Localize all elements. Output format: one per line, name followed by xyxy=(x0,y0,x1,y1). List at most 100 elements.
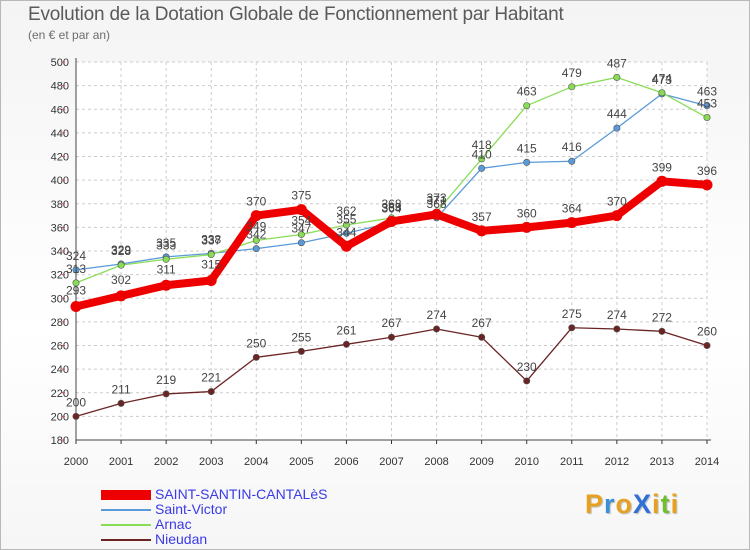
data-label: 293 xyxy=(66,284,86,298)
x-tick-label: 2009 xyxy=(469,456,493,468)
data-point xyxy=(340,240,352,252)
data-point xyxy=(521,221,533,233)
brand-letter: X xyxy=(633,489,653,519)
axes: 1802002202402602803003203403603804004204… xyxy=(51,57,720,468)
data-point xyxy=(433,325,441,333)
data-point xyxy=(703,114,711,122)
data-label: 355 xyxy=(336,212,356,226)
data-point xyxy=(252,236,260,244)
data-label: 200 xyxy=(66,395,86,409)
y-tick-label: 380 xyxy=(51,199,69,211)
data-label: 255 xyxy=(291,330,311,344)
data-point xyxy=(568,324,576,332)
data-label: 479 xyxy=(562,66,582,80)
brand-letter: r xyxy=(604,489,616,519)
data-point xyxy=(207,251,215,259)
data-label: 365 xyxy=(381,200,401,214)
data-label: 302 xyxy=(111,273,131,287)
data-label: 272 xyxy=(652,310,672,324)
data-label: 344 xyxy=(336,225,356,239)
data-label: 329 xyxy=(111,243,131,257)
data-label: 333 xyxy=(156,238,176,252)
data-label: 267 xyxy=(381,316,401,330)
data-label: 370 xyxy=(246,195,266,209)
y-tick-label: 200 xyxy=(51,411,69,423)
data-point xyxy=(252,353,260,361)
data-label: 357 xyxy=(472,210,492,224)
y-tick-label: 340 xyxy=(51,246,69,258)
legend-swatch xyxy=(101,538,151,541)
brand-letter: P xyxy=(585,489,605,519)
data-point xyxy=(72,412,80,420)
data-point xyxy=(658,89,666,97)
y-tick-label: 420 xyxy=(51,152,69,164)
data-point xyxy=(476,225,488,237)
data-label: 453 xyxy=(697,97,717,111)
data-label: 274 xyxy=(607,308,627,322)
legend-label: Arnac xyxy=(155,516,192,532)
data-point xyxy=(523,102,531,110)
data-point xyxy=(342,340,350,348)
x-tick-label: 2010 xyxy=(514,456,538,468)
x-tick-label: 2006 xyxy=(334,456,358,468)
legend-label: Nieudan xyxy=(155,531,208,547)
data-point xyxy=(160,279,172,291)
data-point xyxy=(611,210,623,222)
data-point xyxy=(250,210,262,222)
data-point xyxy=(703,102,711,110)
x-tick-label: 2013 xyxy=(650,456,674,468)
data-point xyxy=(342,229,350,237)
data-point xyxy=(478,164,486,172)
data-label: 315 xyxy=(201,258,221,272)
data-label: 473 xyxy=(652,73,672,87)
data-label: 370 xyxy=(607,195,627,209)
data-point xyxy=(566,217,578,229)
grid xyxy=(75,61,708,441)
data-label: 360 xyxy=(517,206,537,220)
y-tick-label: 280 xyxy=(51,317,69,329)
data-point xyxy=(703,341,711,349)
data-point xyxy=(478,333,486,341)
x-tick-label: 2004 xyxy=(244,456,268,468)
data-label: 335 xyxy=(156,236,176,250)
brand-letter: i xyxy=(652,489,661,519)
data-label: 418 xyxy=(472,138,492,152)
y-tick-label: 300 xyxy=(51,293,69,305)
data-label: 328 xyxy=(111,244,131,258)
data-label: 349 xyxy=(246,219,266,233)
data-label: 342 xyxy=(246,228,266,242)
x-tick-label: 2012 xyxy=(605,456,629,468)
x-tick-label: 2002 xyxy=(154,456,178,468)
data-label: 347 xyxy=(291,222,311,236)
data-point xyxy=(613,124,621,132)
legend-swatch xyxy=(101,489,151,500)
data-point xyxy=(701,179,713,191)
data-label: 275 xyxy=(562,307,582,321)
data-point xyxy=(297,239,305,247)
data-label: 416 xyxy=(562,140,582,154)
data-label: 396 xyxy=(697,164,717,178)
brand-letter: t xyxy=(660,489,671,519)
data-point xyxy=(297,230,305,238)
brand-logo: ProXiti xyxy=(585,489,679,520)
data-point xyxy=(117,261,125,269)
data-label: 364 xyxy=(562,202,582,216)
y-tick-label: 360 xyxy=(51,222,69,234)
y-tick-label: 260 xyxy=(51,341,69,353)
data-label: 373 xyxy=(427,191,447,205)
data-label: 444 xyxy=(607,107,627,121)
chart-subtitle: (en € et par an) xyxy=(28,28,111,42)
data-label: 337 xyxy=(201,234,221,248)
data-point xyxy=(295,204,307,216)
x-tick-label: 2008 xyxy=(424,456,448,468)
data-label: 211 xyxy=(112,382,131,396)
data-point xyxy=(342,221,350,229)
data-label: 410 xyxy=(472,147,492,161)
data-point xyxy=(72,279,80,287)
data-point xyxy=(658,327,666,335)
x-tick-label: 2011 xyxy=(560,456,584,468)
data-label: 260 xyxy=(697,325,717,339)
data-label: 313 xyxy=(66,262,86,276)
